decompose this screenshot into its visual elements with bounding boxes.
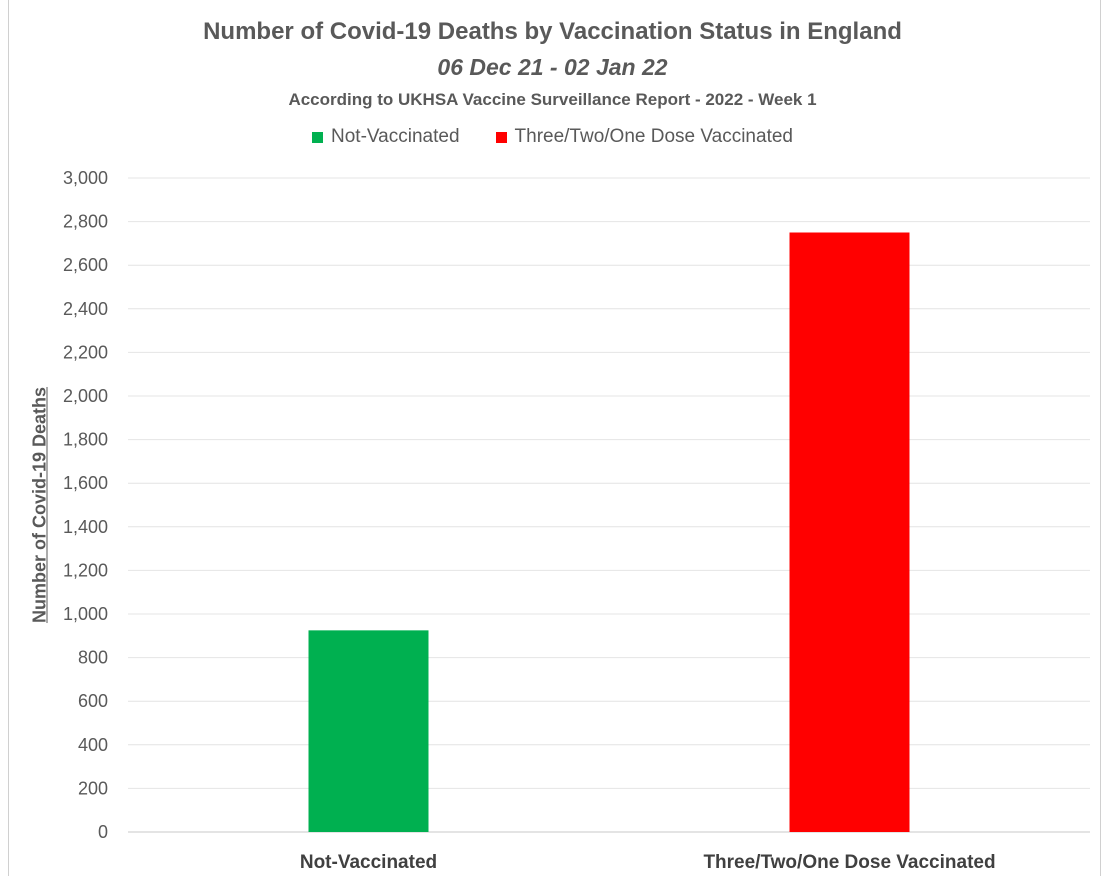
y-tick-label: 800	[78, 648, 108, 668]
chart-source-note: According to UKHSA Vaccine Surveillance …	[288, 90, 817, 109]
legend-label-vaccinated: Three/Two/One Dose Vaccinated	[514, 126, 793, 147]
x-category-label: Three/Two/One Dose Vaccinated	[703, 852, 995, 873]
y-tick-label: 2,600	[63, 255, 108, 275]
legend-label-not-vaccinated: Not-Vaccinated	[331, 126, 460, 147]
x-category-label: Not-Vaccinated	[300, 852, 437, 873]
y-tick-label: 2,200	[63, 342, 108, 362]
y-tick-label: 0	[98, 822, 108, 842]
legend-item-vaccinated: Three/Two/One Dose Vaccinated	[495, 126, 793, 148]
legend-swatch-vaccinated	[495, 131, 507, 143]
bar-vaccinated	[789, 232, 910, 832]
y-tick-label: 600	[78, 691, 108, 711]
chart-legend: Not-Vaccinated Three/Two/One Dose Vaccin…	[0, 126, 1105, 148]
y-tick-label: 1,800	[63, 430, 108, 450]
y-tick-label: 2,800	[63, 212, 108, 232]
chart-subtitle: 06 Dec 21 - 02 Jan 22	[437, 54, 668, 80]
y-tick-label: 2,400	[63, 299, 108, 319]
y-tick-label: 1,200	[63, 560, 108, 580]
legend-swatch-not-vaccinated	[312, 131, 324, 143]
y-tick-label: 1,400	[63, 517, 108, 537]
y-tick-label: 400	[78, 735, 108, 755]
y-tick-label: 200	[78, 778, 108, 798]
bar-not-vaccinated	[308, 630, 429, 832]
legend-item-not-vaccinated: Not-Vaccinated	[312, 126, 460, 148]
y-tick-label: 1,600	[63, 473, 108, 493]
chart-frame	[8, 0, 1101, 876]
chart-title: Number of Covid-19 Deaths by Vaccination…	[203, 18, 902, 45]
y-tick-label: 1,000	[63, 604, 108, 624]
y-tick-label: 3,000	[63, 168, 108, 188]
y-tick-label: 2,000	[63, 386, 108, 406]
